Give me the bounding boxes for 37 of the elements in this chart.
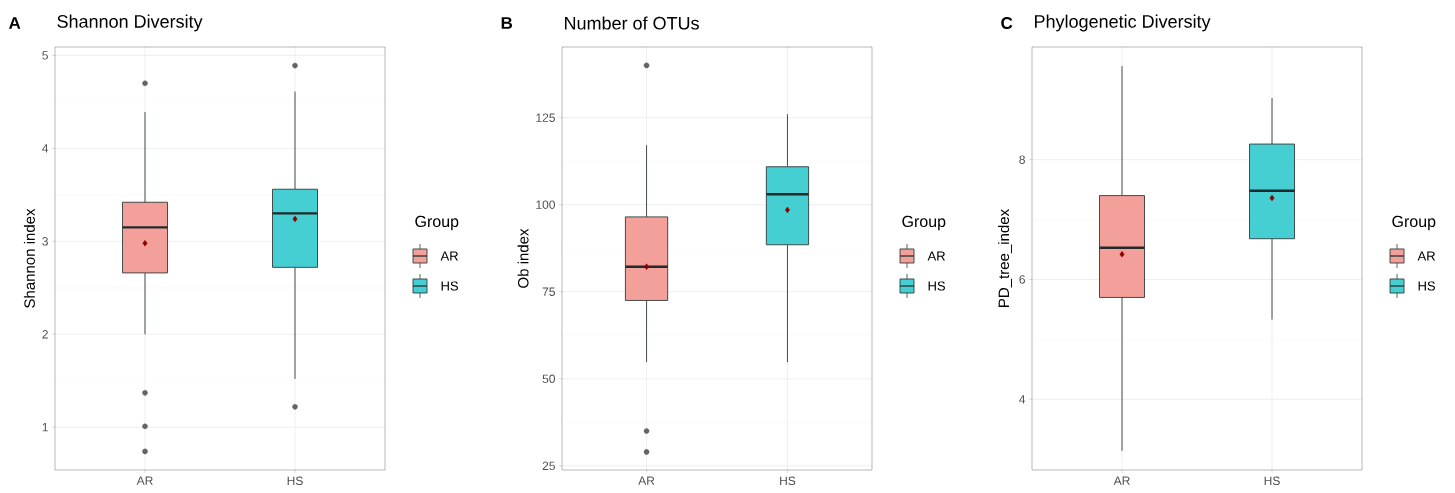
y-tick-label: 25 <box>542 461 555 471</box>
x-tick-label: AR <box>638 476 655 485</box>
y-tick-label: 8 <box>1019 155 1025 164</box>
y-tick-label: 3 <box>42 237 48 246</box>
legend-title: Group <box>1392 215 1436 231</box>
y-tick-label: 4 <box>42 144 49 153</box>
y-axis-title: PD_tree_index <box>998 209 1012 307</box>
y-tick-label: 125 <box>536 113 555 122</box>
text: B <box>501 17 513 29</box>
x-tick-label: AR <box>136 476 153 485</box>
y-tick-label: 75 <box>542 287 555 296</box>
legend-label: AR <box>440 251 458 261</box>
legend-title: Group <box>415 215 459 231</box>
text: C <box>1001 16 1013 30</box>
text: A <box>8 17 21 29</box>
y-tick-label: 5 <box>42 51 48 60</box>
y-tick-label: 100 <box>536 200 556 209</box>
y-axis-title: Ob index <box>517 228 529 288</box>
legend-label: HS <box>441 281 458 291</box>
y-tick-label: 4 <box>1019 395 1026 404</box>
legend-label: HS <box>928 281 946 291</box>
legend-label: HS <box>1418 281 1436 291</box>
legend-label: AR <box>1417 251 1435 261</box>
legend-title: Group <box>902 215 946 231</box>
y-axis-title: Shannon index <box>23 208 35 308</box>
y-tick-label: 50 <box>542 374 556 384</box>
x-tick-label: HS <box>287 476 303 486</box>
chart-title: Number of OTUs <box>565 16 699 30</box>
legend-label: AR <box>927 251 945 261</box>
chart-title: Shannon Diversity <box>57 14 203 32</box>
chart-title: Phylogenetic Diversity <box>1035 14 1211 32</box>
y-tick-label: 6 <box>1019 275 1025 284</box>
x-tick-label: HS <box>780 476 796 486</box>
x-tick-label: AR <box>1113 476 1130 485</box>
y-tick-label: 2 <box>42 330 48 339</box>
y-tick-label: 1 <box>42 423 48 432</box>
x-tick-label: HS <box>1264 476 1280 486</box>
